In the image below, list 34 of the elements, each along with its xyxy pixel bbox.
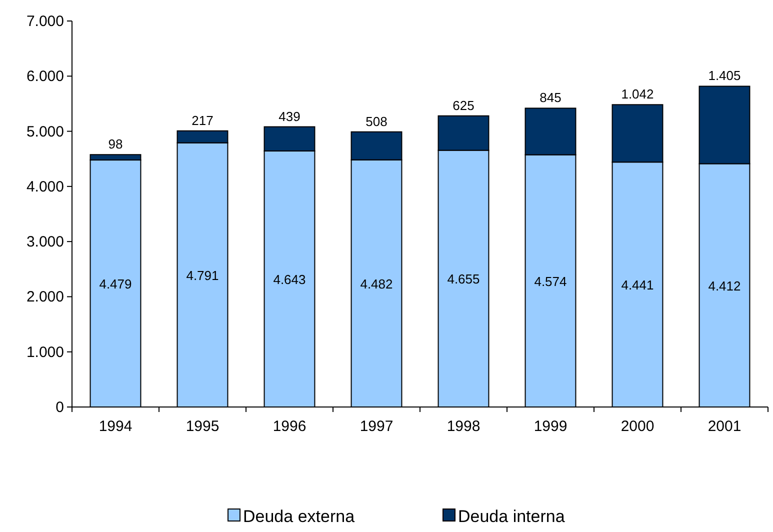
- x-tick-label: 1999: [534, 418, 568, 435]
- y-tick-label: 5.000: [26, 123, 64, 140]
- data-label: 4.643: [273, 272, 306, 287]
- data-label: 1.042: [621, 86, 654, 102]
- data-label: 4.655: [447, 272, 480, 287]
- data-label: 217: [192, 112, 214, 128]
- data-label: 4.412: [708, 278, 741, 294]
- y-tick-label: 0: [56, 399, 64, 416]
- legend-label: Deuda externa: [243, 507, 356, 526]
- x-tick-label: 1995: [186, 418, 220, 435]
- data-label: 4.574: [534, 274, 567, 289]
- y-tick-label: 4.000: [26, 178, 64, 196]
- data-label: 845: [540, 90, 562, 106]
- x-tick-label: 2000: [620, 418, 654, 435]
- x-tick-label: 1998: [446, 418, 480, 435]
- y-tick-label: 2.000: [26, 288, 64, 306]
- data-label: 4.441: [621, 278, 654, 293]
- data-label: 508: [366, 114, 388, 129]
- data-label: 4.482: [360, 276, 393, 292]
- x-tick-label: 1997: [360, 418, 394, 435]
- data-label: 98: [108, 136, 123, 152]
- y-tick-label: 7.000: [26, 13, 64, 30]
- y-tick-label: 6.000: [26, 68, 64, 86]
- legend-label: Deuda interna: [458, 507, 566, 526]
- y-tick-label: 1.000: [26, 344, 64, 361]
- data-label: 4.791: [186, 268, 219, 283]
- data-label: 4.479: [99, 276, 132, 292]
- data-label: 439: [278, 108, 300, 124]
- data-label: 1.405: [708, 68, 741, 84]
- x-tick-label: 2001: [708, 418, 742, 435]
- data-label: 625: [452, 98, 474, 113]
- x-tick-label: 1996: [272, 418, 306, 435]
- x-tick-label: 1994: [98, 418, 132, 435]
- y-tick-label: 3.000: [26, 234, 64, 251]
